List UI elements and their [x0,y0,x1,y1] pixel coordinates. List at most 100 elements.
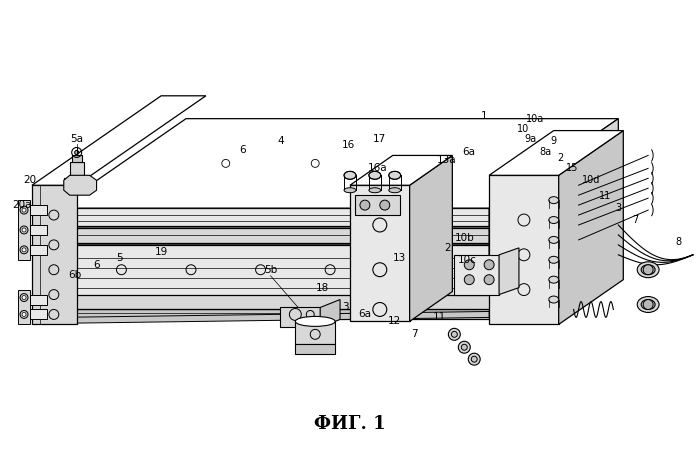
Polygon shape [355,195,400,215]
Circle shape [464,260,474,270]
Text: 13: 13 [393,253,406,263]
Text: 3: 3 [342,302,348,312]
Polygon shape [350,185,410,321]
Ellipse shape [637,297,659,312]
Polygon shape [64,178,77,185]
Ellipse shape [549,276,559,283]
Circle shape [22,228,26,232]
Text: 1: 1 [481,111,487,121]
Text: 9: 9 [551,135,557,145]
Polygon shape [64,176,96,195]
Text: 10d: 10d [582,176,600,185]
Ellipse shape [549,197,559,204]
Text: 8: 8 [675,237,681,247]
Circle shape [452,331,457,338]
Circle shape [643,300,653,310]
Ellipse shape [296,316,335,326]
Polygon shape [57,119,619,208]
Circle shape [464,274,474,285]
Polygon shape [70,162,84,178]
Text: 15: 15 [566,163,579,173]
Circle shape [20,206,28,214]
Polygon shape [24,310,47,320]
Circle shape [360,200,370,210]
Text: 18: 18 [315,283,329,293]
Text: 6a: 6a [359,310,371,320]
Polygon shape [489,176,559,324]
Text: 16a: 16a [368,163,388,173]
Ellipse shape [637,262,659,278]
Polygon shape [57,228,489,243]
Ellipse shape [549,236,559,243]
Ellipse shape [369,188,381,193]
Text: 4: 4 [277,135,284,145]
Polygon shape [57,220,619,310]
Text: 2: 2 [558,153,564,163]
Circle shape [461,344,467,350]
Text: 3: 3 [615,203,621,213]
Text: 5a: 5a [70,134,83,144]
Text: 11: 11 [433,312,446,323]
Circle shape [20,246,28,254]
Text: 6b: 6b [68,270,81,280]
Circle shape [484,274,494,285]
Polygon shape [57,310,489,320]
Circle shape [484,260,494,270]
Circle shape [22,312,26,316]
Ellipse shape [549,296,559,303]
Circle shape [448,328,461,340]
Circle shape [22,208,26,212]
Text: 10c: 10c [458,255,477,265]
Polygon shape [18,200,30,260]
Text: ФИГ. 1: ФИГ. 1 [314,415,386,433]
Ellipse shape [344,188,356,193]
Text: 5b: 5b [264,265,277,274]
Text: 10b: 10b [454,233,474,243]
Text: 16: 16 [341,140,354,150]
Ellipse shape [549,216,559,224]
Polygon shape [24,225,47,235]
Polygon shape [489,139,619,243]
Text: 9a: 9a [525,134,537,144]
Polygon shape [57,311,489,324]
Polygon shape [57,245,489,295]
Polygon shape [32,96,206,185]
Circle shape [75,150,79,154]
Circle shape [22,296,26,300]
Text: 17: 17 [373,134,387,144]
Circle shape [380,200,390,210]
Text: 12: 12 [388,316,401,326]
Circle shape [20,310,28,319]
Polygon shape [57,155,619,245]
Text: 13a: 13a [437,155,456,166]
Polygon shape [72,155,82,162]
Polygon shape [499,248,519,295]
Text: 8a: 8a [540,148,552,157]
Circle shape [459,341,470,353]
Ellipse shape [641,265,655,274]
Text: 5: 5 [116,253,123,263]
Polygon shape [24,295,47,305]
Text: 6: 6 [93,260,100,270]
Polygon shape [559,130,624,324]
Polygon shape [57,139,619,228]
Ellipse shape [344,171,356,179]
Text: 19: 19 [154,247,168,257]
Text: 7: 7 [632,215,638,225]
Polygon shape [57,208,489,226]
Polygon shape [18,290,30,324]
Polygon shape [454,255,499,295]
Text: 10: 10 [517,124,529,134]
Text: 2: 2 [444,243,451,253]
Polygon shape [489,155,619,295]
Text: 20: 20 [24,176,36,185]
Polygon shape [350,155,452,185]
Text: 6a: 6a [462,148,475,157]
Text: 20a: 20a [13,200,31,210]
Circle shape [471,356,477,362]
Circle shape [22,248,26,252]
Polygon shape [489,119,619,226]
Polygon shape [410,155,452,321]
Text: 11: 11 [599,191,612,201]
Circle shape [20,226,28,234]
